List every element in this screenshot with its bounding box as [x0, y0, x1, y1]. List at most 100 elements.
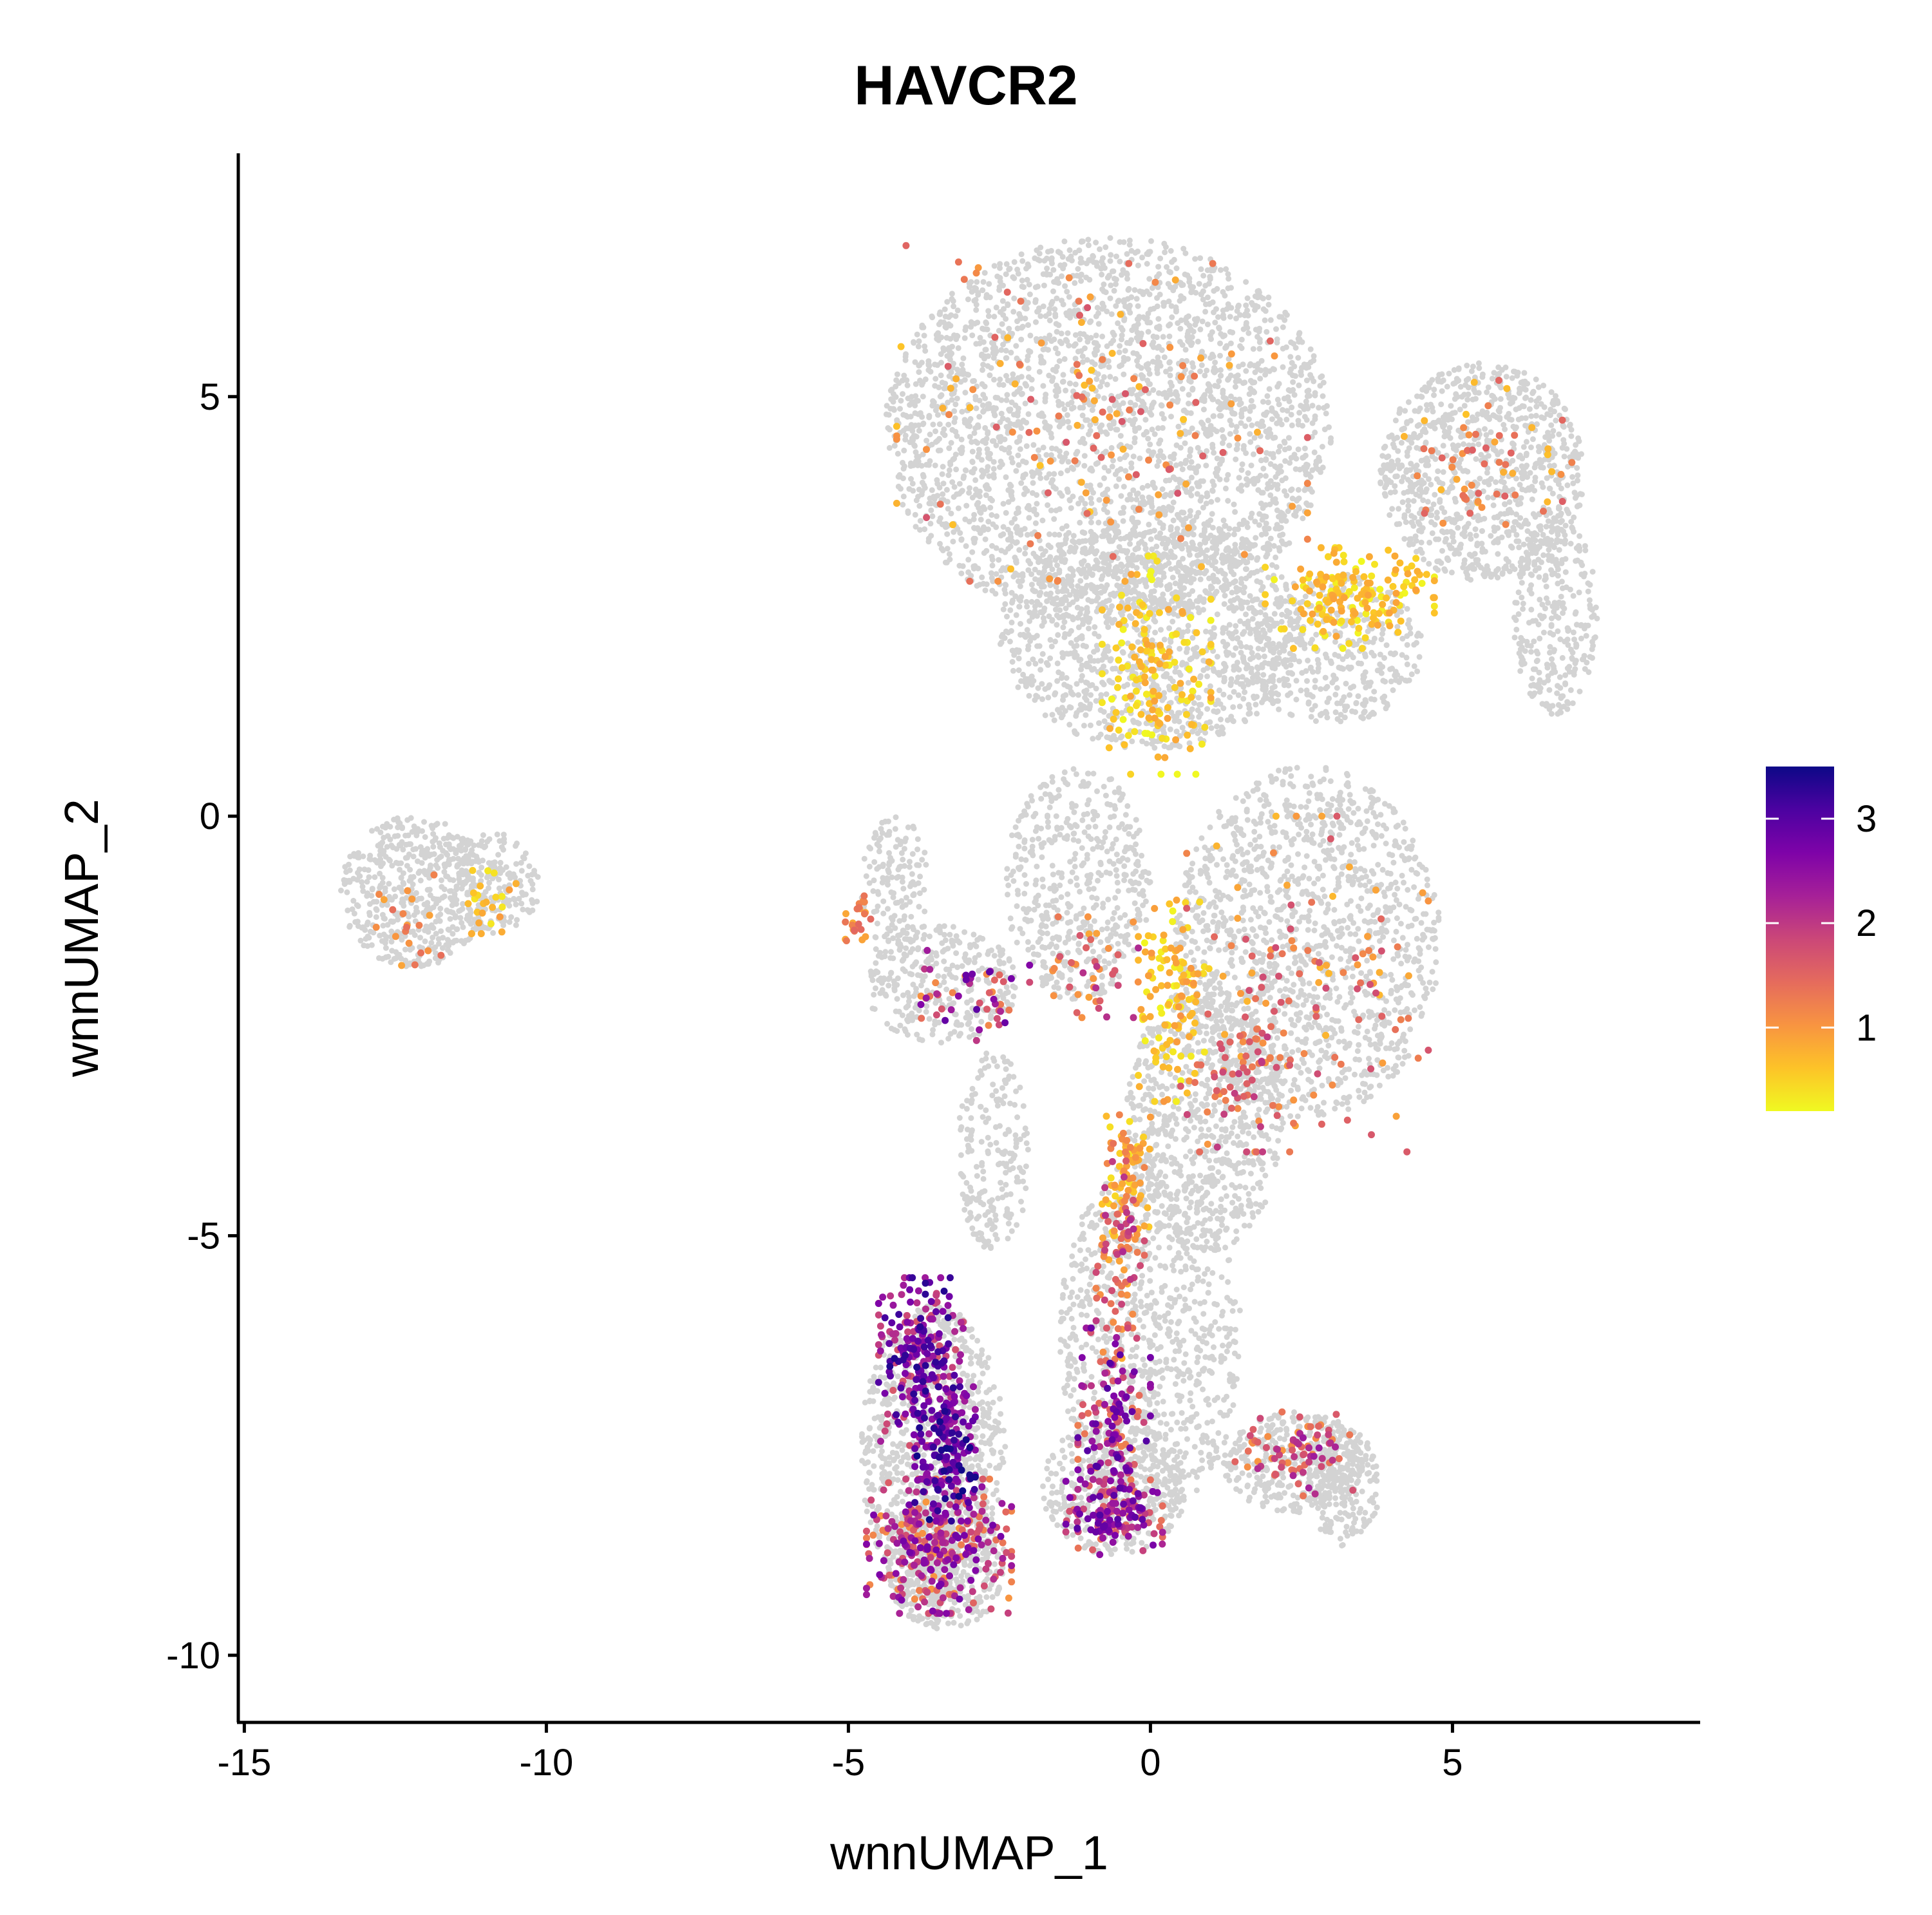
background-cell	[979, 574, 985, 580]
background-cell	[430, 844, 437, 850]
background-cell	[1091, 649, 1097, 655]
background-cell	[936, 321, 942, 327]
background-cell	[1030, 480, 1036, 486]
background-cell	[1256, 345, 1263, 352]
background-cell	[1149, 341, 1155, 348]
background-cell	[919, 479, 925, 486]
background-cell	[953, 466, 960, 473]
background-cell	[1265, 481, 1271, 487]
background-cell	[1276, 401, 1282, 408]
background-cell	[904, 377, 910, 383]
background-cell	[1198, 419, 1204, 426]
background-cell	[1240, 380, 1246, 386]
background-cell	[1002, 601, 1009, 607]
background-cell	[1166, 359, 1173, 365]
background-cell	[1212, 319, 1218, 326]
background-cell	[484, 874, 490, 881]
background-cell	[1009, 538, 1016, 544]
background-cell	[1237, 618, 1244, 624]
background-cell	[1005, 487, 1012, 493]
background-cell	[1013, 468, 1019, 474]
background-cell	[1260, 545, 1267, 551]
background-cell	[1196, 281, 1202, 287]
background-cell	[1208, 629, 1214, 635]
background-cell	[900, 502, 906, 508]
background-cell	[1061, 238, 1068, 245]
background-cell	[1103, 691, 1110, 698]
background-cell	[450, 931, 456, 937]
background-cell	[1190, 646, 1197, 653]
background-cell	[1189, 519, 1195, 525]
background-cell	[377, 841, 383, 848]
background-cell	[972, 285, 978, 291]
background-cell	[1048, 301, 1054, 307]
background-cell	[1011, 295, 1018, 301]
background-cell	[948, 312, 954, 318]
background-cell	[1099, 258, 1105, 265]
background-cell	[999, 631, 1006, 638]
background-cell	[900, 493, 907, 500]
background-cell	[1133, 296, 1140, 302]
background-cell	[1213, 428, 1220, 435]
background-cell	[944, 499, 951, 505]
background-cell	[1048, 643, 1055, 650]
background-cell	[1003, 355, 1010, 361]
background-cell	[428, 823, 435, 829]
background-cell	[1043, 392, 1049, 397]
background-cell	[951, 529, 957, 535]
background-cell	[972, 425, 979, 432]
background-cell	[1119, 332, 1125, 339]
background-cell	[1101, 303, 1107, 310]
background-cell	[1267, 461, 1274, 467]
background-cell	[1249, 616, 1256, 622]
background-cell	[1135, 490, 1141, 497]
background-cell	[1159, 403, 1165, 409]
background-cell	[1133, 335, 1140, 341]
background-cell	[1157, 530, 1164, 537]
background-cell	[1244, 482, 1250, 488]
background-cell	[435, 936, 442, 942]
background-cell	[1139, 254, 1145, 261]
background-cell	[1101, 663, 1107, 670]
background-cell	[1101, 652, 1107, 658]
background-cell	[988, 570, 994, 576]
background-cell	[1110, 537, 1116, 544]
background-cell	[1198, 532, 1205, 538]
background-cell	[1274, 464, 1280, 471]
background-cell	[996, 557, 1002, 563]
background-cell	[1222, 667, 1227, 674]
background-cell	[923, 437, 930, 444]
background-cell	[1156, 326, 1162, 332]
background-cell	[1236, 475, 1242, 481]
background-cell	[1088, 465, 1094, 472]
background-cell	[1122, 468, 1129, 474]
background-cell	[920, 394, 926, 400]
background-cell	[1269, 416, 1275, 423]
background-cell	[1265, 294, 1272, 301]
background-cell	[1126, 558, 1132, 564]
background-cell	[1233, 563, 1240, 569]
background-cell	[989, 587, 996, 594]
background-cell	[989, 562, 996, 569]
background-cell	[1267, 535, 1274, 542]
background-cell	[1204, 673, 1210, 680]
background-cell	[513, 922, 519, 928]
background-cell	[500, 899, 507, 905]
background-cell	[1145, 435, 1151, 442]
background-cell	[1161, 493, 1168, 499]
background-cell	[1238, 576, 1245, 582]
background-cell	[1159, 599, 1165, 605]
background-cell	[987, 455, 993, 462]
background-cell	[1300, 423, 1305, 429]
background-cell	[1128, 615, 1135, 622]
background-cell	[381, 848, 387, 854]
background-cell	[1047, 544, 1054, 551]
background-cell	[1316, 405, 1322, 411]
background-cell	[994, 513, 1000, 519]
background-cell	[911, 433, 917, 439]
background-cell	[993, 304, 999, 310]
background-cell	[1179, 542, 1185, 549]
background-cell	[1158, 627, 1164, 633]
background-cell	[355, 923, 361, 929]
background-cell	[1306, 486, 1312, 492]
